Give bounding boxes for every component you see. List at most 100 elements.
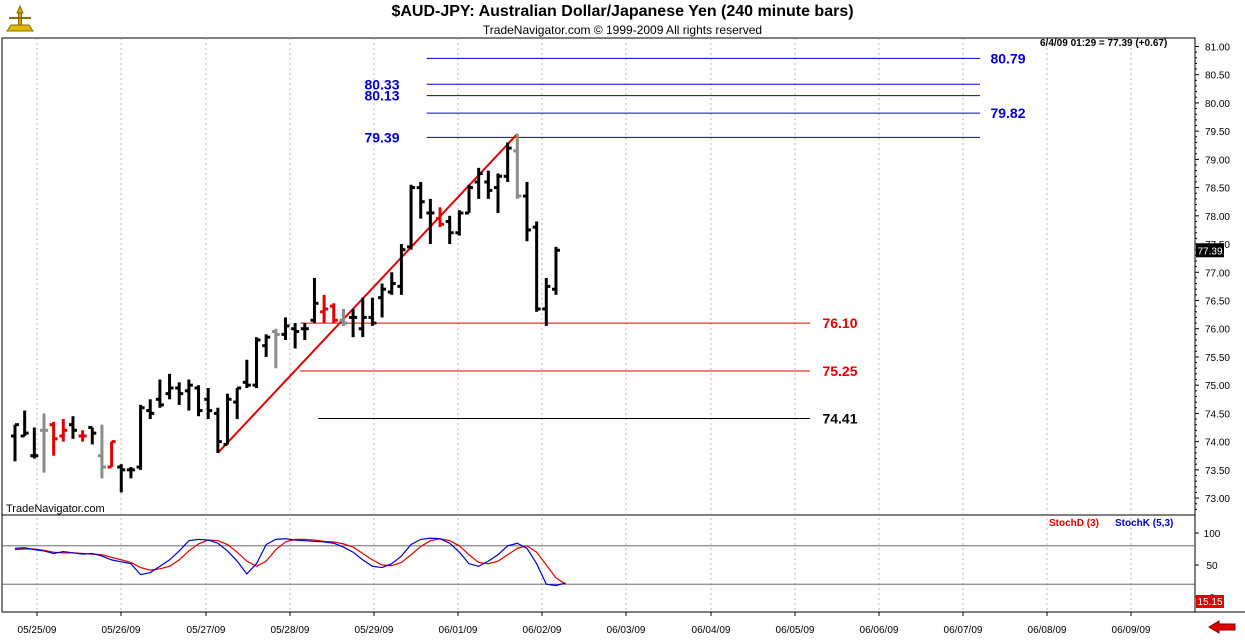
x-tick-label: 06/05/09 [776, 625, 815, 636]
ohlc-bar [262, 334, 271, 357]
y-tick-label: 78.00 [1205, 212, 1230, 223]
ohlc-bar [503, 142, 512, 182]
ohlc-bar [426, 198, 435, 245]
ohlc-bar [300, 323, 309, 341]
ohlc-bar [551, 246, 560, 295]
ohlc-bar [68, 416, 77, 439]
ohlc-bar [126, 467, 135, 479]
ohlc-bar [59, 419, 68, 442]
ohlc-bar [78, 430, 87, 442]
ohlc-bar [522, 181, 531, 242]
y-tick-label: 81.00 [1205, 42, 1230, 53]
ohlc-bar [20, 410, 29, 438]
last-price-label: 77.39 [1197, 246, 1222, 257]
ohlc-bar [175, 382, 184, 405]
x-tick-label: 05/25/09 [18, 625, 57, 636]
ohlc-bar [484, 170, 493, 199]
x-tick-label: 06/07/09 [944, 625, 983, 636]
ohlc-bar [194, 385, 203, 417]
level-label: 74.41 [822, 410, 857, 426]
ohlc-bar [223, 393, 232, 446]
y-tick-label: 76.50 [1205, 296, 1230, 307]
ohlc-bar [320, 294, 329, 324]
ohlc-bar [358, 297, 367, 338]
ohlc-bar [387, 272, 396, 295]
y-tick-label: 73.50 [1205, 466, 1230, 477]
ohlc-bar [136, 404, 145, 470]
ohlc-bar [39, 413, 48, 473]
y-tick-label: 78.50 [1205, 184, 1230, 195]
tradenavigator-logo-icon [3, 4, 37, 34]
ohlc-bar [165, 373, 174, 400]
ohlc-bar [474, 167, 483, 199]
x-tick-label: 05/28/09 [271, 625, 310, 636]
x-tick-label: 06/02/09 [523, 625, 562, 636]
y-tick-label: 79.50 [1205, 127, 1230, 138]
level-label: 80.33 [364, 76, 399, 92]
stoch-panel-frame [1, 514, 1196, 613]
y-tick-label: 75.50 [1205, 353, 1230, 364]
ohlc-bar [378, 283, 387, 318]
ohlc-bar [436, 207, 445, 228]
ohlc-bar [11, 423, 19, 462]
ohlc-bar [281, 317, 290, 341]
ohlc-bar [455, 210, 464, 236]
x-tick-label: 06/01/09 [439, 625, 478, 636]
y-tick-label: 73.00 [1205, 494, 1230, 505]
x-tick-label: 06/08/09 [1028, 625, 1067, 636]
level-label: 80.79 [990, 50, 1025, 66]
level-label: 79.39 [364, 129, 399, 145]
ohlc-bar [233, 386, 242, 420]
ohlc-bar [513, 133, 522, 199]
ohlc-bar [242, 359, 251, 388]
y-tick-label: 79.00 [1205, 155, 1230, 166]
y-tick-label: 76.00 [1205, 325, 1230, 336]
ohlc-bar [339, 308, 348, 326]
stoch-k-label: StochK (5,3) [1115, 518, 1174, 529]
ohlc-bar [465, 184, 474, 215]
x-tick-label: 06/03/09 [607, 625, 646, 636]
y-tick-label: 77.00 [1205, 268, 1230, 279]
x-tick-label: 06/04/09 [692, 625, 731, 636]
ohlc-bar [146, 399, 155, 420]
y-tick-label: 80.00 [1205, 99, 1230, 110]
ohlc-bar [310, 277, 319, 324]
scroll-left-arrow-icon[interactable] [1207, 620, 1237, 634]
last-price-box [1196, 243, 1224, 258]
ohlc-bar [184, 379, 193, 411]
ohlc-bar [445, 215, 454, 245]
ohlc-bar [291, 323, 300, 349]
stoch-last-label: 15.15 [1197, 597, 1222, 608]
x-tick-label: 05/26/09 [102, 625, 141, 636]
ohlc-bar [49, 421, 58, 456]
stoch-d-line [14, 538, 566, 585]
stoch-last-box [1196, 595, 1224, 608]
ohlc-bar [271, 328, 280, 369]
x-tick-label: 06/06/09 [860, 625, 899, 636]
level-label: 75.25 [822, 363, 857, 379]
level-label: 80.13 [364, 88, 399, 104]
ohlc-bar [204, 387, 213, 420]
y-tick-label: 80.50 [1205, 71, 1230, 82]
trendline [217, 133, 519, 454]
level-label: 76.10 [822, 315, 857, 331]
ohlc-bar [542, 277, 551, 326]
ohlc-bar [349, 308, 358, 338]
chart-title: $AUD-JPY: Australian Dollar/Japanese Yen… [391, 3, 854, 20]
ohlc-bar [252, 337, 261, 388]
ohlc-bar [97, 424, 106, 479]
stoch-tick-label: 50 [1206, 561, 1218, 572]
copyright-text: TradeNavigator.com © 1999-2009 All right… [482, 23, 763, 37]
ohlc-bar [30, 427, 39, 459]
stoch-k-line [14, 537, 566, 587]
ohlc-bar [368, 297, 377, 326]
y-tick-label: 74.50 [1205, 409, 1230, 420]
ohlc-bar [117, 464, 126, 493]
x-tick-label: 05/29/09 [355, 625, 394, 636]
ohlc-bar [107, 440, 116, 469]
last-price-status: 6/4/09 01:29 = 77.39 (+0.67) [1040, 38, 1168, 49]
ohlc-bar [329, 303, 338, 324]
ohlc-bar [407, 184, 416, 250]
ohlc-bar [213, 407, 222, 453]
